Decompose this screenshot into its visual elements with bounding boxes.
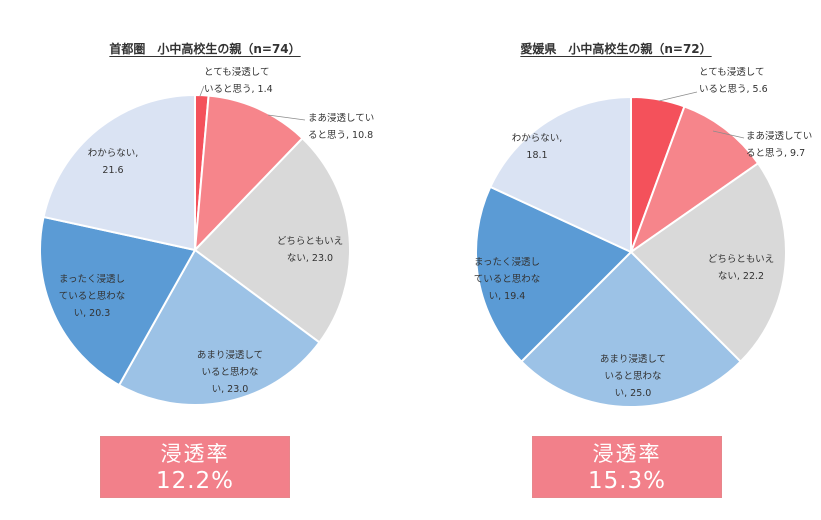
chart-ehime: 愛媛県 小中高校生の親（n=72） とても浸透していると思う, 5.6 まあ浸透し… — [411, 0, 821, 520]
slice-label-line: ると思う, 9.7 — [746, 148, 805, 159]
rate-label: 浸透率 — [160, 442, 230, 466]
leader-line — [658, 91, 698, 102]
slice-label-line: まあ浸透してい — [746, 131, 812, 142]
pie-slice — [193, 136, 351, 344]
slice-label-line: あまり浸透して — [600, 354, 666, 365]
pie-chart: とても浸透していると思う, 1.4 まあ浸透していると思う, 10.8 どちらともい… — [39, 67, 374, 406]
pie-slice — [475, 185, 633, 364]
slice-label-line: いると思う, 1.4 — [204, 84, 273, 95]
slice-label-line: い, 23.0 — [212, 384, 249, 395]
slice-label-line: い, 25.0 — [615, 388, 652, 399]
chart-title: 愛媛県 小中高校生の親（n=72） — [520, 42, 712, 56]
leader-line — [199, 85, 205, 97]
slice-label: あまり浸透していると思わない, 23.0 — [197, 350, 263, 395]
slice-label: とても浸透していると思う, 5.6 — [699, 67, 768, 95]
slice-label-line: どちらともいえ — [277, 236, 343, 247]
slice-label-line: とても浸透して — [204, 67, 269, 78]
slice-label: どちらともいえない, 22.2 — [708, 254, 774, 282]
slice-label-line: まあ浸透してい — [308, 113, 374, 124]
rate-label: 浸透率 — [592, 442, 662, 466]
pie-slice — [42, 93, 196, 252]
slice-label-line: 21.6 — [102, 165, 123, 176]
slice-label: まったく浸透していると思わない, 19.4 — [474, 257, 541, 302]
pie-slice — [117, 248, 321, 406]
chart-capital-area: 首都圏 小中高校生の親（n=74） とても浸透していると思う, 1.4 まあ浸透し… — [0, 0, 410, 520]
pie-slice — [193, 94, 304, 253]
slice-label-line: あまり浸透して — [197, 350, 263, 361]
chart-title: 首都圏 小中高校生の親（n=74） — [109, 42, 301, 56]
slice-label-line: いると思う, 5.6 — [699, 84, 768, 95]
slice-label-line: い, 20.3 — [74, 308, 111, 319]
penetration-rate-box: 浸透率 12.2% — [100, 436, 290, 498]
slice-label: まあ浸透していると思う, 9.7 — [746, 131, 812, 159]
slice-label-line: とても浸透して — [699, 67, 764, 78]
slice-label-line: まったく浸透し — [474, 257, 540, 268]
slice-label: あまり浸透していると思わない, 25.0 — [600, 354, 666, 399]
slice-label-line: いると思わな — [604, 371, 661, 382]
slice-label: まったく浸透していると思わない, 20.3 — [59, 274, 126, 319]
pie-slice — [628, 105, 760, 255]
leader-line — [712, 130, 745, 139]
slice-label-line: い, 19.4 — [489, 291, 526, 302]
slice-label: わからない, 18.1 — [512, 133, 563, 161]
rate-value: 12.2% — [155, 468, 235, 494]
slice-label-line: 18.1 — [526, 150, 547, 161]
slice-label-line: ない, 23.0 — [287, 253, 333, 264]
pie-slice — [519, 250, 743, 409]
leader-line — [267, 114, 306, 121]
slice-label-line: まったく浸透し — [59, 274, 125, 285]
slice-label-line: ていると思わな — [474, 274, 541, 285]
pie-slice — [629, 161, 787, 364]
slice-label: わからない, 21.6 — [88, 148, 139, 176]
slice-label: まあ浸透していると思う, 10.8 — [308, 113, 374, 141]
slice-label-line: どちらともいえ — [708, 254, 774, 265]
pie-slice — [489, 95, 632, 254]
slice-label-line: ていると思わな — [59, 291, 126, 302]
slice-label: どちらともいえない, 23.0 — [277, 236, 343, 264]
pie-slice — [39, 215, 197, 387]
slice-label-line: わからない, — [512, 133, 563, 144]
penetration-rate-box: 浸透率 15.3% — [532, 436, 722, 498]
slice-label-line: ない, 22.2 — [718, 271, 764, 282]
slice-label-line: ると思う, 10.8 — [308, 130, 373, 141]
pie-chart: とても浸透していると思う, 5.6 まあ浸透していると思う, 9.7 どちらともいえ… — [474, 67, 812, 409]
rate-value: 15.3% — [587, 468, 667, 494]
slice-label: とても浸透していると思う, 1.4 — [204, 67, 273, 95]
slice-label-line: わからない, — [88, 148, 139, 159]
slice-label-line: いると思わな — [201, 367, 258, 378]
